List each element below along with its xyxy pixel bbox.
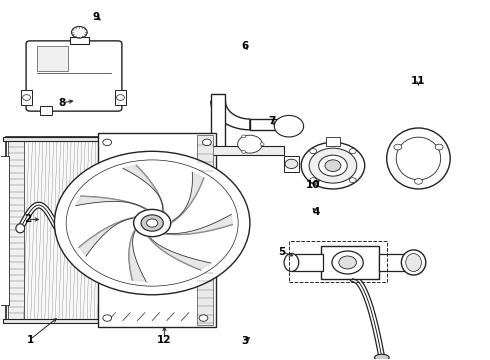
Text: 9: 9 <box>93 12 99 22</box>
Circle shape <box>285 159 298 168</box>
Bar <box>3 137 169 141</box>
Bar <box>40 107 52 116</box>
Circle shape <box>199 315 208 321</box>
Bar <box>24 139 164 321</box>
Circle shape <box>349 149 356 154</box>
Ellipse shape <box>84 213 93 222</box>
Circle shape <box>260 143 264 145</box>
Bar <box>0 156 9 305</box>
Polygon shape <box>123 165 164 212</box>
Circle shape <box>318 155 347 176</box>
Polygon shape <box>75 196 148 210</box>
Bar <box>321 246 379 279</box>
FancyBboxPatch shape <box>26 41 122 111</box>
Bar <box>115 90 126 105</box>
Polygon shape <box>79 217 135 256</box>
Circle shape <box>309 148 357 183</box>
Circle shape <box>23 95 30 100</box>
Circle shape <box>310 177 317 183</box>
Text: 11: 11 <box>411 76 426 86</box>
Circle shape <box>134 210 171 237</box>
Text: 10: 10 <box>306 180 320 190</box>
Text: 6: 6 <box>242 41 248 50</box>
Circle shape <box>238 135 262 153</box>
Ellipse shape <box>374 354 389 360</box>
Ellipse shape <box>401 250 426 275</box>
Bar <box>5 137 167 323</box>
Polygon shape <box>164 214 232 234</box>
Circle shape <box>54 151 250 295</box>
Ellipse shape <box>284 253 299 271</box>
Bar <box>21 90 32 105</box>
Circle shape <box>349 177 356 183</box>
Bar <box>326 137 340 146</box>
Circle shape <box>339 256 356 269</box>
Ellipse shape <box>396 137 441 180</box>
Circle shape <box>103 315 112 321</box>
Circle shape <box>242 135 245 138</box>
Circle shape <box>332 251 363 274</box>
Circle shape <box>147 219 158 227</box>
Polygon shape <box>148 236 211 270</box>
Circle shape <box>274 116 304 137</box>
Circle shape <box>202 139 211 145</box>
Text: 12: 12 <box>157 334 171 345</box>
Polygon shape <box>129 229 146 282</box>
Circle shape <box>72 27 87 38</box>
Text: 5: 5 <box>278 247 285 257</box>
Bar <box>206 146 284 155</box>
Circle shape <box>301 142 365 189</box>
Text: 3: 3 <box>242 336 248 346</box>
Text: 4: 4 <box>312 207 319 217</box>
Bar <box>70 37 89 44</box>
Ellipse shape <box>387 128 450 189</box>
Text: 2: 2 <box>24 215 31 224</box>
Bar <box>284 156 299 172</box>
Bar <box>163 156 172 305</box>
Text: 7: 7 <box>268 116 275 126</box>
Bar <box>8 139 24 321</box>
Polygon shape <box>211 101 250 130</box>
Bar <box>292 253 323 271</box>
Bar <box>37 46 68 71</box>
Circle shape <box>394 144 402 150</box>
Text: 8: 8 <box>58 98 65 108</box>
Bar <box>211 94 225 151</box>
Bar <box>379 253 404 271</box>
Ellipse shape <box>406 253 421 271</box>
Bar <box>250 119 299 130</box>
Bar <box>3 319 169 323</box>
Circle shape <box>103 139 112 145</box>
Bar <box>289 241 387 282</box>
Circle shape <box>415 179 422 184</box>
Polygon shape <box>171 172 204 223</box>
Circle shape <box>242 150 245 153</box>
Circle shape <box>325 160 341 171</box>
Circle shape <box>66 160 238 286</box>
Circle shape <box>435 144 443 150</box>
Circle shape <box>117 95 124 100</box>
Ellipse shape <box>16 224 24 233</box>
Circle shape <box>141 215 163 231</box>
Circle shape <box>310 149 317 154</box>
Bar <box>98 134 216 327</box>
Bar <box>197 135 213 325</box>
Text: 1: 1 <box>26 334 34 345</box>
